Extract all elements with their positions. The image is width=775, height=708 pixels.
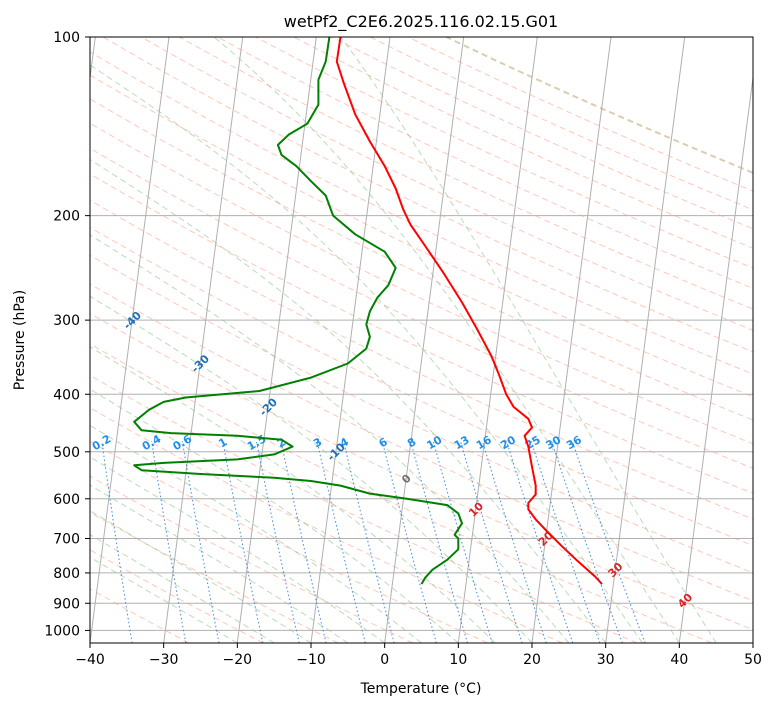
isotherms (90, 37, 753, 643)
dry-adiabat (90, 511, 339, 643)
temperature-line (335, 37, 603, 585)
mixing-ratio-line (551, 441, 623, 643)
moist-adiabat (90, 158, 607, 643)
dry-adiabat (90, 312, 753, 631)
moist-adiabat (90, 556, 238, 643)
dry-adiabat (90, 283, 753, 602)
moist-adiabat (90, 346, 496, 643)
mixing-ratio-line (280, 441, 327, 643)
plot-frame (89, 36, 754, 644)
x-tick-label: 50 (744, 652, 762, 668)
y-tick-label: 700 (53, 532, 80, 548)
y-tick-label: 900 (53, 596, 80, 612)
x-tick-label: 10 (449, 652, 467, 668)
mixing-ratio-lines (101, 441, 646, 643)
dry-adiabat (179, 37, 753, 310)
y-tick-label: 600 (53, 492, 80, 508)
dry-adiabat (90, 254, 753, 574)
moist-adiabat (340, 37, 717, 643)
mixing-ratio-line (151, 441, 187, 643)
x-tick-label: −10 (296, 652, 326, 668)
x-tick-label: −30 (149, 652, 179, 668)
dry-adiabat (90, 51, 753, 375)
dry-adiabat (90, 98, 753, 421)
mixing-ratio-line (222, 441, 264, 643)
dewpoint-line (133, 37, 463, 585)
y-tick-label: 400 (53, 387, 80, 403)
axes: −40 −30 −20 −10 0 10 20 30 40 50 100 200 300 400 500 60… (44, 30, 762, 668)
y-tick-label: 500 (53, 445, 80, 461)
x-tick-label: 0 (380, 652, 389, 668)
mixing-ratio-line (101, 441, 133, 643)
plot-area: 0.10.20.40.611.52346810131620253036-100-… (90, 37, 753, 643)
moist-adiabat (90, 388, 459, 643)
y-tick-label: 100 (53, 30, 80, 46)
moist-adiabat (213, 37, 680, 643)
dry-adiabat (90, 199, 753, 520)
dry-adiabat (217, 37, 753, 289)
y-tick-label: 300 (53, 313, 80, 329)
dry-adiabat (90, 343, 712, 643)
mixing-ratio-line (343, 441, 395, 643)
dry-adiabat (90, 549, 264, 643)
isotherm (678, 73, 753, 643)
x-tick-label: 30 (597, 652, 615, 668)
dry-adiabat (90, 226, 753, 547)
moist-adiabat (90, 234, 570, 643)
mixing-ratio-line (316, 441, 366, 643)
x-tick-label: −40 (75, 652, 105, 668)
x-axis-label: Temperature (°C) (360, 681, 482, 697)
dry-adiabat (90, 122, 753, 445)
x-tick-label: 40 (670, 652, 688, 668)
chart-title: wetPf2_C2E6.2025.116.02.15.G01 (284, 12, 558, 32)
mixing-ratio-line (571, 441, 646, 643)
y-tick-label: 800 (53, 566, 80, 582)
isotherm (236, 37, 317, 643)
x-tick-label: −20 (223, 652, 253, 668)
mixing-ratio-line (381, 441, 437, 643)
isotherm (163, 37, 244, 643)
pressure-gridlines (90, 37, 753, 631)
moist-adiabat (90, 295, 533, 643)
isotherm (457, 37, 538, 643)
dry-adiabat (90, 407, 563, 643)
sounding-series (133, 37, 603, 585)
y-tick-label: 1000 (44, 623, 80, 639)
isotherm (310, 37, 391, 643)
isotherm (605, 37, 686, 643)
moist-adiabats (90, 37, 717, 643)
isotherm (531, 37, 612, 643)
moist-adiabat (90, 534, 275, 643)
isotherm (384, 37, 465, 643)
isotherm (90, 37, 170, 643)
y-axis-label: Pressure (hPa) (12, 290, 28, 390)
mixing-ratio-line (255, 441, 300, 643)
moist-adiabat (90, 64, 643, 643)
y-tick-label: 200 (53, 209, 80, 225)
mixing-ratio-line (530, 441, 601, 643)
mixing-ratio-line (432, 441, 493, 643)
moist-adiabat (90, 424, 422, 643)
x-tick-label: 20 (523, 652, 541, 668)
dry-adiabat (102, 37, 753, 353)
moist-adiabat (90, 456, 385, 643)
dry-adiabat (90, 440, 488, 643)
mixing-ratio-line (181, 441, 220, 643)
dry-adiabat (90, 374, 638, 643)
dry-adiabats (90, 37, 753, 643)
